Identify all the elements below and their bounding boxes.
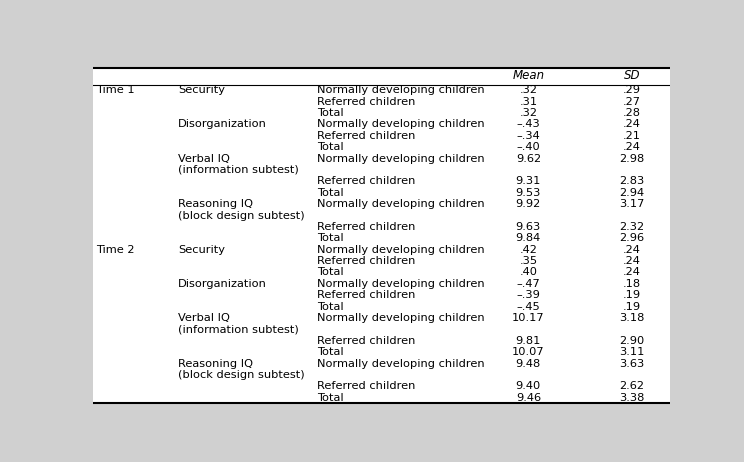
Text: Referred children: Referred children bbox=[317, 222, 415, 232]
Text: .24: .24 bbox=[623, 120, 641, 129]
Text: 2.90: 2.90 bbox=[620, 336, 645, 346]
Text: 3.18: 3.18 bbox=[620, 313, 645, 323]
FancyBboxPatch shape bbox=[93, 68, 670, 403]
Text: Normally developing children: Normally developing children bbox=[317, 120, 484, 129]
Text: Normally developing children: Normally developing children bbox=[317, 359, 484, 369]
Text: Disorganization: Disorganization bbox=[179, 120, 267, 129]
Text: Security: Security bbox=[179, 245, 225, 255]
Text: 9.46: 9.46 bbox=[516, 393, 541, 403]
Text: Reasoning IQ: Reasoning IQ bbox=[179, 199, 254, 209]
Text: (information subtest): (information subtest) bbox=[179, 165, 299, 175]
Text: 3.17: 3.17 bbox=[620, 199, 645, 209]
Text: –.43: –.43 bbox=[516, 120, 540, 129]
Text: 9.84: 9.84 bbox=[516, 233, 541, 243]
Text: –.39: –.39 bbox=[516, 290, 540, 300]
Text: 3.11: 3.11 bbox=[620, 347, 645, 357]
Text: Total: Total bbox=[317, 108, 343, 118]
Text: Normally developing children: Normally developing children bbox=[317, 245, 484, 255]
Text: 10.07: 10.07 bbox=[512, 347, 545, 357]
Text: .24: .24 bbox=[623, 267, 641, 278]
Text: .35: .35 bbox=[519, 256, 537, 266]
Text: 3.38: 3.38 bbox=[620, 393, 645, 403]
Text: .18: .18 bbox=[623, 279, 641, 289]
Text: 9.92: 9.92 bbox=[516, 199, 541, 209]
Text: .40: .40 bbox=[519, 267, 537, 278]
Text: .42: .42 bbox=[519, 245, 537, 255]
Text: .24: .24 bbox=[623, 142, 641, 152]
Text: 3.63: 3.63 bbox=[620, 359, 645, 369]
Text: –.34: –.34 bbox=[516, 131, 540, 141]
Text: Total: Total bbox=[317, 267, 343, 278]
Text: .32: .32 bbox=[519, 85, 537, 95]
Text: –.47: –.47 bbox=[516, 279, 540, 289]
Text: (block design subtest): (block design subtest) bbox=[179, 211, 305, 220]
Text: .27: .27 bbox=[623, 97, 641, 107]
Text: Time 2: Time 2 bbox=[96, 245, 135, 255]
Text: 10.17: 10.17 bbox=[512, 313, 545, 323]
Text: Total: Total bbox=[317, 302, 343, 311]
Text: Reasoning IQ: Reasoning IQ bbox=[179, 359, 254, 369]
Text: .28: .28 bbox=[623, 108, 641, 118]
Text: Total: Total bbox=[317, 142, 343, 152]
Text: Mean: Mean bbox=[513, 68, 545, 81]
Text: 9.31: 9.31 bbox=[516, 176, 541, 186]
Text: 2.94: 2.94 bbox=[620, 188, 645, 198]
Text: Total: Total bbox=[317, 188, 343, 198]
Text: 2.96: 2.96 bbox=[620, 233, 645, 243]
Text: Normally developing children: Normally developing children bbox=[317, 279, 484, 289]
Text: .29: .29 bbox=[623, 85, 641, 95]
Text: .31: .31 bbox=[519, 97, 537, 107]
Text: Disorganization: Disorganization bbox=[179, 279, 267, 289]
Text: Security: Security bbox=[179, 85, 225, 95]
Text: Referred children: Referred children bbox=[317, 336, 415, 346]
Text: 2.32: 2.32 bbox=[620, 222, 645, 232]
Text: –.40: –.40 bbox=[516, 142, 540, 152]
Text: Time 1: Time 1 bbox=[96, 85, 135, 95]
Text: 2.98: 2.98 bbox=[620, 153, 645, 164]
Text: .24: .24 bbox=[623, 245, 641, 255]
Text: Verbal IQ: Verbal IQ bbox=[179, 313, 230, 323]
Text: Referred children: Referred children bbox=[317, 290, 415, 300]
Text: Referred children: Referred children bbox=[317, 381, 415, 391]
Text: Referred children: Referred children bbox=[317, 97, 415, 107]
Text: (information subtest): (information subtest) bbox=[179, 324, 299, 334]
Text: .32: .32 bbox=[519, 108, 537, 118]
Text: Normally developing children: Normally developing children bbox=[317, 313, 484, 323]
Text: 2.83: 2.83 bbox=[620, 176, 645, 186]
Text: .24: .24 bbox=[623, 256, 641, 266]
Text: Referred children: Referred children bbox=[317, 256, 415, 266]
Text: Referred children: Referred children bbox=[317, 176, 415, 186]
Text: (block design subtest): (block design subtest) bbox=[179, 370, 305, 380]
Text: 9.48: 9.48 bbox=[516, 359, 541, 369]
Text: Total: Total bbox=[317, 347, 343, 357]
Text: 9.81: 9.81 bbox=[516, 336, 541, 346]
Text: 9.62: 9.62 bbox=[516, 153, 541, 164]
Text: Referred children: Referred children bbox=[317, 131, 415, 141]
Text: Verbal IQ: Verbal IQ bbox=[179, 153, 230, 164]
Text: 9.40: 9.40 bbox=[516, 381, 541, 391]
Text: Normally developing children: Normally developing children bbox=[317, 199, 484, 209]
Text: 9.63: 9.63 bbox=[516, 222, 541, 232]
Text: .21: .21 bbox=[623, 131, 641, 141]
Text: Total: Total bbox=[317, 393, 343, 403]
Text: –.45: –.45 bbox=[516, 302, 540, 311]
Text: Normally developing children: Normally developing children bbox=[317, 85, 484, 95]
Text: Normally developing children: Normally developing children bbox=[317, 153, 484, 164]
Text: Total: Total bbox=[317, 233, 343, 243]
Text: 2.62: 2.62 bbox=[620, 381, 644, 391]
Text: .19: .19 bbox=[623, 290, 641, 300]
Text: SD: SD bbox=[624, 68, 641, 81]
Text: 9.53: 9.53 bbox=[516, 188, 541, 198]
Text: .19: .19 bbox=[623, 302, 641, 311]
